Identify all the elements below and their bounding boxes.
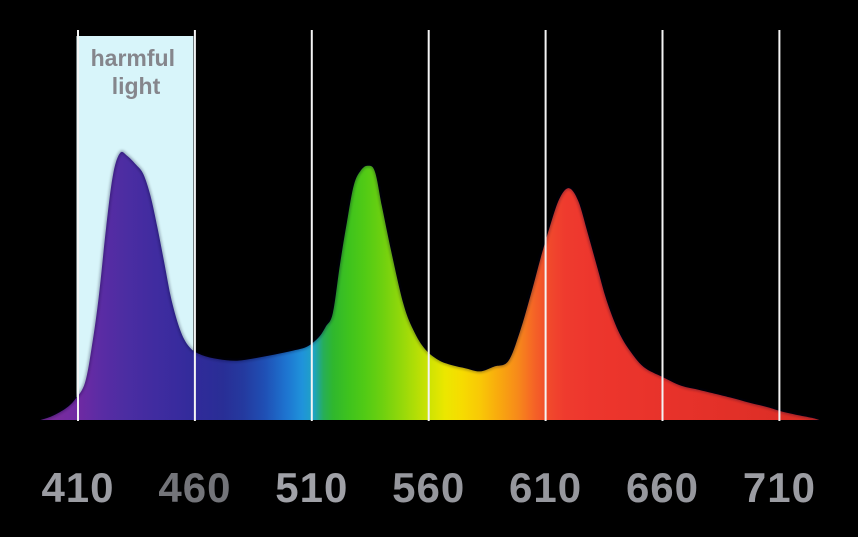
x-tick-label: 510 xyxy=(275,464,348,511)
x-tick-label: 560 xyxy=(392,464,465,511)
x-tick-label: 610 xyxy=(509,464,582,511)
harmful-light-label: harmful light xyxy=(91,45,182,99)
x-tick-label: 410 xyxy=(41,464,114,511)
gridlines xyxy=(77,30,781,421)
x-tick-label: 710 xyxy=(743,464,816,511)
spectrum-curve xyxy=(40,151,820,420)
spectrum-curve-edge xyxy=(40,150,820,422)
x-tick-label: 660 xyxy=(626,464,699,511)
x-axis-tick-labels: 410 460 510 560 610 660 710 xyxy=(41,464,816,511)
x-tick-label: 460 xyxy=(158,464,231,511)
